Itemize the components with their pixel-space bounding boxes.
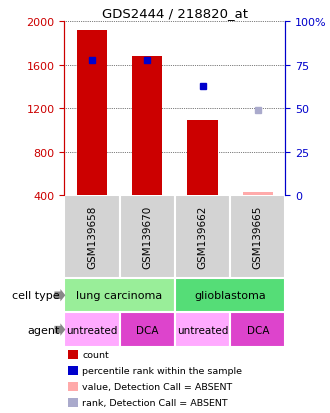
Text: GSM139665: GSM139665: [253, 205, 263, 269]
Text: DCA: DCA: [136, 325, 158, 335]
Text: GSM139670: GSM139670: [142, 206, 152, 268]
Bar: [230, 196, 285, 278]
Text: agent: agent: [27, 325, 59, 335]
Bar: [175, 196, 230, 278]
Text: DCA: DCA: [247, 325, 269, 335]
Bar: [230, 313, 285, 347]
Bar: [119, 313, 175, 347]
Bar: [64, 278, 175, 313]
Text: percentile rank within the sample: percentile rank within the sample: [82, 366, 243, 375]
Bar: [64, 313, 120, 347]
Bar: [64, 196, 120, 278]
Bar: [119, 196, 175, 278]
Text: cell type: cell type: [12, 290, 59, 301]
Bar: [77, 31, 107, 196]
Text: count: count: [82, 351, 109, 359]
Text: untreated: untreated: [177, 325, 228, 335]
Text: lung carcinoma: lung carcinoma: [77, 290, 163, 301]
Text: value, Detection Call = ABSENT: value, Detection Call = ABSENT: [82, 382, 233, 392]
Bar: [175, 313, 230, 347]
Bar: [187, 121, 218, 196]
Text: GSM139662: GSM139662: [198, 205, 208, 269]
Title: GDS2444 / 218820_at: GDS2444 / 218820_at: [102, 7, 248, 20]
Bar: [243, 192, 273, 196]
Bar: [175, 278, 285, 313]
Text: glioblastoma: glioblastoma: [194, 290, 266, 301]
Text: untreated: untreated: [66, 325, 118, 335]
Text: GSM139658: GSM139658: [87, 205, 97, 269]
Text: rank, Detection Call = ABSENT: rank, Detection Call = ABSENT: [82, 399, 228, 407]
Bar: [132, 57, 162, 196]
